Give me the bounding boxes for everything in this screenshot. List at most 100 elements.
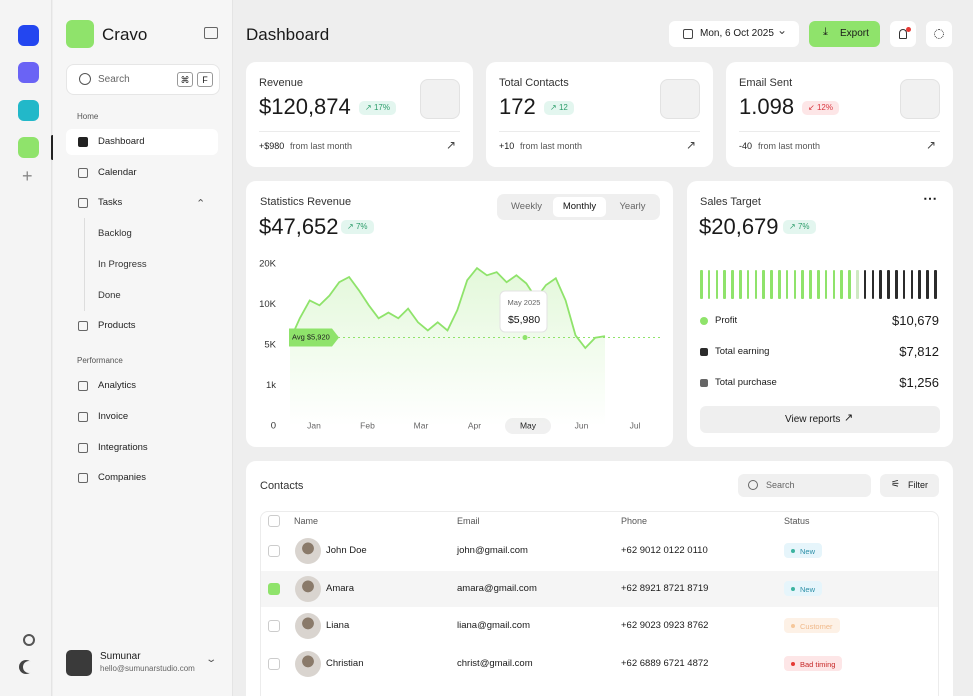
filter-button[interactable]: ⚟ Filter bbox=[880, 474, 939, 497]
cell: liana@gmail.com bbox=[457, 620, 531, 631]
section-title: Performance bbox=[77, 356, 123, 365]
legend-dot bbox=[700, 317, 708, 325]
nav-icon bbox=[78, 473, 88, 483]
open-link[interactable]: ↗ bbox=[686, 138, 697, 152]
divider bbox=[499, 131, 700, 132]
contacts-search[interactable]: Search bbox=[738, 474, 871, 497]
search-icon bbox=[79, 73, 91, 85]
nav-item[interactable]: Integrations bbox=[98, 442, 148, 453]
collapse-toggle[interactable] bbox=[204, 27, 218, 39]
active-indicator bbox=[51, 135, 54, 160]
delta-note: from last month bbox=[290, 141, 353, 151]
nav-item[interactable]: Calendar bbox=[98, 167, 137, 178]
page-title: Dashboard bbox=[246, 25, 330, 44]
period-tab[interactable]: Monthly bbox=[553, 197, 606, 217]
y-tick-label: 10K bbox=[259, 299, 277, 310]
expand-chevron[interactable]: ⌄ bbox=[196, 196, 206, 208]
app-icon[interactable] bbox=[18, 25, 39, 46]
export-button[interactable]: ⤓ Export bbox=[809, 21, 880, 47]
column-header: Phone bbox=[621, 516, 648, 526]
target-bar bbox=[707, 270, 711, 299]
period-tabs: Weekly Monthly Yearly bbox=[497, 194, 660, 220]
chevron: ⌄ bbox=[777, 23, 788, 37]
stat-icon bbox=[900, 79, 940, 119]
light-mode[interactable] bbox=[23, 634, 35, 646]
period-tab[interactable]: Weekly bbox=[511, 201, 542, 212]
nav-item[interactable]: Tasks bbox=[98, 197, 123, 208]
view-reports-button[interactable]: View reports ↗ bbox=[700, 406, 940, 433]
target-bar bbox=[746, 270, 750, 299]
open-link[interactable]: ↗ bbox=[446, 138, 457, 152]
checkbox[interactable] bbox=[268, 582, 280, 595]
divider bbox=[739, 131, 940, 132]
target-bar bbox=[715, 270, 719, 299]
column-header: Email bbox=[457, 516, 480, 526]
change-badge: ↗ 12 bbox=[544, 101, 574, 115]
checkbox[interactable] bbox=[268, 620, 280, 632]
settings[interactable] bbox=[926, 21, 952, 47]
sidebar: Cravo Search ⌘ F Sumunar hello@sumunarst… bbox=[53, 0, 233, 696]
target-bar bbox=[778, 270, 781, 299]
change: 12% bbox=[816, 103, 833, 112]
nav-subitem[interactable]: In Progress bbox=[98, 259, 147, 270]
status-dot bbox=[791, 549, 795, 553]
search-placeholder: Search bbox=[766, 480, 795, 490]
period-tab[interactable]: Yearly bbox=[619, 201, 646, 212]
change: 7% bbox=[355, 222, 368, 231]
date-picker[interactable]: Mon, 6 Oct 2025 ⌄ bbox=[669, 21, 799, 47]
target-bar bbox=[902, 270, 906, 299]
statistics-value: $47,652 bbox=[259, 214, 339, 239]
stat-label: Email Sent bbox=[739, 77, 793, 89]
target-bar bbox=[856, 270, 859, 299]
change-badge: ↙ 12% bbox=[802, 101, 839, 115]
delta-note: from last month bbox=[520, 141, 583, 151]
nav-item[interactable]: Invoice bbox=[98, 411, 129, 422]
target-bar bbox=[863, 270, 867, 299]
gear-icon bbox=[934, 29, 944, 39]
column-header: Name bbox=[294, 516, 319, 526]
user-menu[interactable]: ⌄ bbox=[205, 654, 218, 665]
checkbox[interactable] bbox=[268, 545, 280, 557]
checkbox[interactable] bbox=[268, 657, 280, 670]
target-bar bbox=[895, 270, 898, 299]
nav-item[interactable]: Companies bbox=[98, 472, 147, 483]
contacts-card: Contacts Search ⚟ Filter Name Email Phone S… bbox=[246, 461, 953, 696]
brand-logo bbox=[66, 20, 94, 48]
search-placeholder: Search bbox=[98, 74, 130, 85]
user-avatar bbox=[66, 650, 92, 676]
y-tick-label: 20K bbox=[259, 259, 277, 270]
more-menu[interactable]: ⋯ bbox=[923, 190, 937, 206]
active-item-bg[interactable] bbox=[66, 129, 218, 155]
add-app[interactable]: + bbox=[22, 166, 33, 186]
status-dot bbox=[791, 661, 795, 666]
app-icon[interactable] bbox=[18, 100, 39, 121]
target-bar bbox=[926, 270, 929, 299]
stat-value: $120,874 bbox=[259, 94, 351, 119]
checkbox[interactable] bbox=[268, 515, 280, 527]
filter-label: Filter bbox=[908, 480, 928, 490]
legend-label: Profit bbox=[715, 315, 738, 326]
y-tick-label: 5K bbox=[264, 340, 276, 351]
nav-item[interactable]: Analytics bbox=[98, 380, 137, 391]
legend-value: $10,679 bbox=[892, 313, 939, 328]
search-box[interactable]: Search ⌘ F bbox=[66, 64, 220, 95]
notifications[interactable] bbox=[890, 21, 916, 47]
target-bar bbox=[731, 270, 734, 299]
open-link[interactable]: ↗ bbox=[926, 138, 937, 152]
target-bar bbox=[879, 270, 882, 299]
nav-item[interactable]: Dashboard bbox=[98, 136, 145, 147]
legend-dot bbox=[700, 379, 708, 387]
app-icon-active[interactable] bbox=[18, 137, 39, 158]
dark-mode[interactable] bbox=[23, 661, 35, 673]
target-bar bbox=[918, 270, 921, 299]
cell: +62 9023 0923 8762 bbox=[621, 620, 709, 631]
nav-subitem[interactable]: Backlog bbox=[98, 228, 132, 239]
app-icon[interactable] bbox=[18, 62, 39, 83]
target-bar bbox=[910, 270, 914, 299]
stat-icon bbox=[420, 79, 460, 119]
column-header: Status bbox=[784, 516, 810, 526]
nav-item[interactable]: Products bbox=[98, 320, 136, 331]
change: 12 bbox=[558, 103, 568, 112]
nav-subitem[interactable]: Done bbox=[98, 290, 121, 301]
sales-value: $20,679 bbox=[699, 214, 779, 239]
